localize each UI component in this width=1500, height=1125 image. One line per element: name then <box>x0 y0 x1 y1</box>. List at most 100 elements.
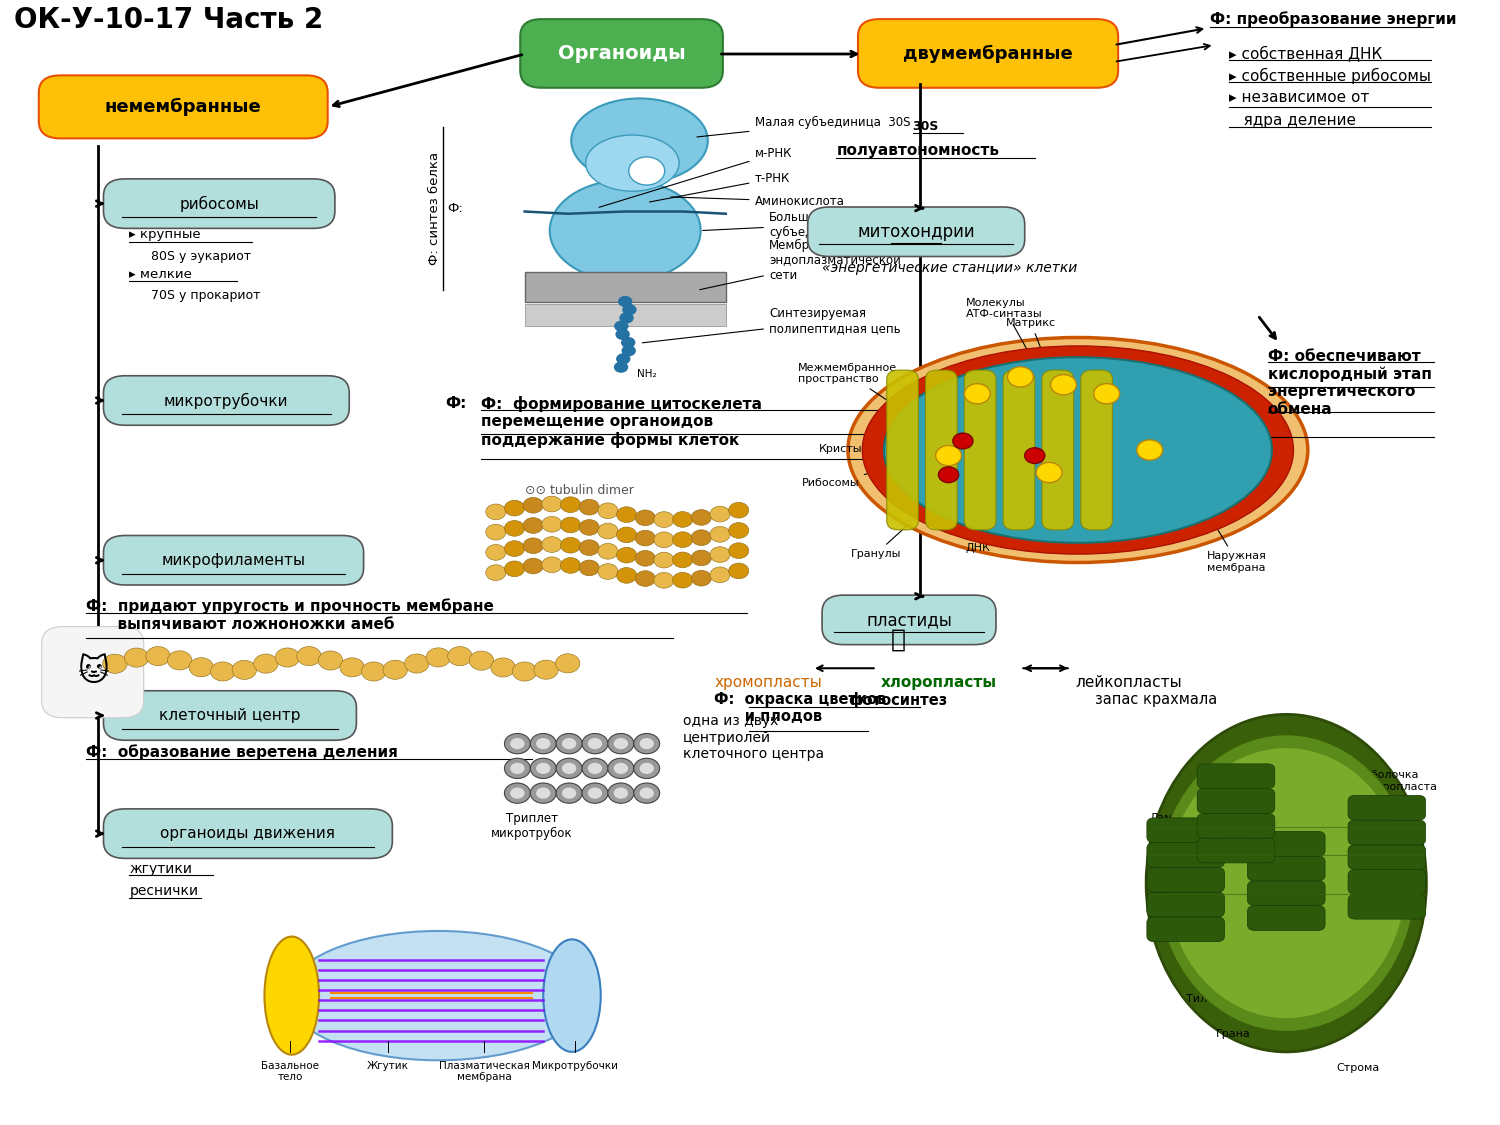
FancyBboxPatch shape <box>1197 813 1275 838</box>
Circle shape <box>579 540 600 556</box>
Circle shape <box>104 654 128 673</box>
Circle shape <box>534 660 558 680</box>
Circle shape <box>504 541 525 557</box>
Circle shape <box>531 783 556 803</box>
FancyBboxPatch shape <box>926 370 957 530</box>
Circle shape <box>542 516 562 532</box>
Text: запас крахмала: запас крахмала <box>1095 692 1218 706</box>
Ellipse shape <box>264 936 320 1055</box>
Circle shape <box>447 647 472 666</box>
Circle shape <box>562 763 576 774</box>
Circle shape <box>614 788 628 799</box>
Circle shape <box>189 658 213 677</box>
Circle shape <box>1036 462 1062 483</box>
Circle shape <box>654 532 674 548</box>
Circle shape <box>490 658 514 677</box>
Text: Ф: обеспечивают
кислородный этап
энергетического
обмена: Ф: обеспечивают кислородный этап энергет… <box>1268 349 1431 416</box>
Text: рибосомы: рибосомы <box>180 196 260 212</box>
Text: «энергетические станции» клетки: «энергетические станции» клетки <box>822 261 1077 274</box>
Text: 50S: 50S <box>891 229 918 243</box>
Circle shape <box>504 561 525 577</box>
Circle shape <box>556 758 582 778</box>
Text: ДНК: ДНК <box>966 528 1011 554</box>
Circle shape <box>524 558 543 574</box>
Circle shape <box>672 573 693 588</box>
Text: хлоропласты: хлоропласты <box>880 675 998 690</box>
Circle shape <box>672 552 693 568</box>
Text: Внутренняя
мембрана: Внутренняя мембрана <box>1180 451 1276 492</box>
Text: Триплет
микротрубок: Триплет микротрубок <box>490 812 573 840</box>
Circle shape <box>513 662 537 681</box>
Text: 70S у прокариот: 70S у прокариот <box>152 289 261 303</box>
Circle shape <box>614 763 628 774</box>
Circle shape <box>692 530 711 546</box>
Circle shape <box>510 763 525 774</box>
Circle shape <box>486 524 506 540</box>
FancyBboxPatch shape <box>1004 370 1035 530</box>
Bar <box>525 304 726 326</box>
Circle shape <box>614 321 628 332</box>
Circle shape <box>729 522 748 538</box>
FancyBboxPatch shape <box>1042 370 1074 530</box>
FancyBboxPatch shape <box>1348 870 1425 894</box>
Text: ОК-У-10-17 Часть 2: ОК-У-10-17 Часть 2 <box>15 6 324 34</box>
Circle shape <box>729 502 748 518</box>
Circle shape <box>524 538 543 554</box>
Ellipse shape <box>862 346 1293 554</box>
Circle shape <box>556 783 582 803</box>
Text: 🐱: 🐱 <box>78 657 110 687</box>
Circle shape <box>710 567 730 583</box>
FancyBboxPatch shape <box>1197 764 1275 789</box>
Text: Малая субъединица  30S: Малая субъединица 30S <box>698 116 910 137</box>
Circle shape <box>1008 367 1034 387</box>
Ellipse shape <box>1158 735 1414 1032</box>
Ellipse shape <box>288 932 590 1060</box>
FancyBboxPatch shape <box>104 809 393 858</box>
FancyBboxPatch shape <box>822 595 996 645</box>
Circle shape <box>710 506 730 522</box>
FancyBboxPatch shape <box>964 370 996 530</box>
FancyBboxPatch shape <box>1348 795 1425 820</box>
Circle shape <box>654 512 674 528</box>
Circle shape <box>608 783 634 803</box>
Text: микрофиламенты: микрофиламенты <box>162 552 306 568</box>
Circle shape <box>124 648 148 667</box>
Text: Матрикс: Матрикс <box>1007 318 1070 423</box>
Text: Ф:  окраска цветков
      и плодов: Ф: окраска цветков и плодов <box>714 692 886 724</box>
Circle shape <box>936 446 962 466</box>
Circle shape <box>504 521 525 537</box>
Ellipse shape <box>1167 748 1406 1018</box>
Circle shape <box>470 651 494 670</box>
Text: ▸ независимое от: ▸ независимое от <box>1228 90 1370 105</box>
Circle shape <box>232 660 256 680</box>
FancyBboxPatch shape <box>1148 917 1224 942</box>
Text: органоиды движения: органоиды движения <box>160 826 336 842</box>
Ellipse shape <box>543 939 600 1052</box>
Text: Ф:: Ф: <box>447 201 462 215</box>
Text: одна из двух
центриолей
клеточного центра: одна из двух центриолей клеточного центр… <box>682 714 824 760</box>
Circle shape <box>254 654 278 673</box>
FancyBboxPatch shape <box>1348 894 1425 919</box>
Text: Мембрана
эндоплазматической
сети: Мембрана эндоплазматической сети <box>699 238 902 289</box>
FancyBboxPatch shape <box>1248 856 1324 881</box>
Circle shape <box>426 648 450 667</box>
Ellipse shape <box>884 358 1272 542</box>
Circle shape <box>168 651 192 670</box>
Circle shape <box>340 658 364 677</box>
Circle shape <box>524 518 543 533</box>
Circle shape <box>588 738 602 749</box>
FancyBboxPatch shape <box>1148 892 1224 917</box>
Circle shape <box>598 543 618 559</box>
Text: ▸ крупные: ▸ крупные <box>129 228 201 242</box>
Circle shape <box>622 304 636 315</box>
Circle shape <box>616 506 636 522</box>
Circle shape <box>542 537 562 552</box>
Circle shape <box>1050 375 1077 395</box>
FancyBboxPatch shape <box>886 370 918 530</box>
Circle shape <box>536 763 550 774</box>
Circle shape <box>729 542 748 558</box>
Text: двумембранные: двумембранные <box>903 44 1072 63</box>
Circle shape <box>639 763 654 774</box>
Text: Ф: синтез белка: Ф: синтез белка <box>427 152 441 264</box>
FancyBboxPatch shape <box>1148 843 1224 867</box>
